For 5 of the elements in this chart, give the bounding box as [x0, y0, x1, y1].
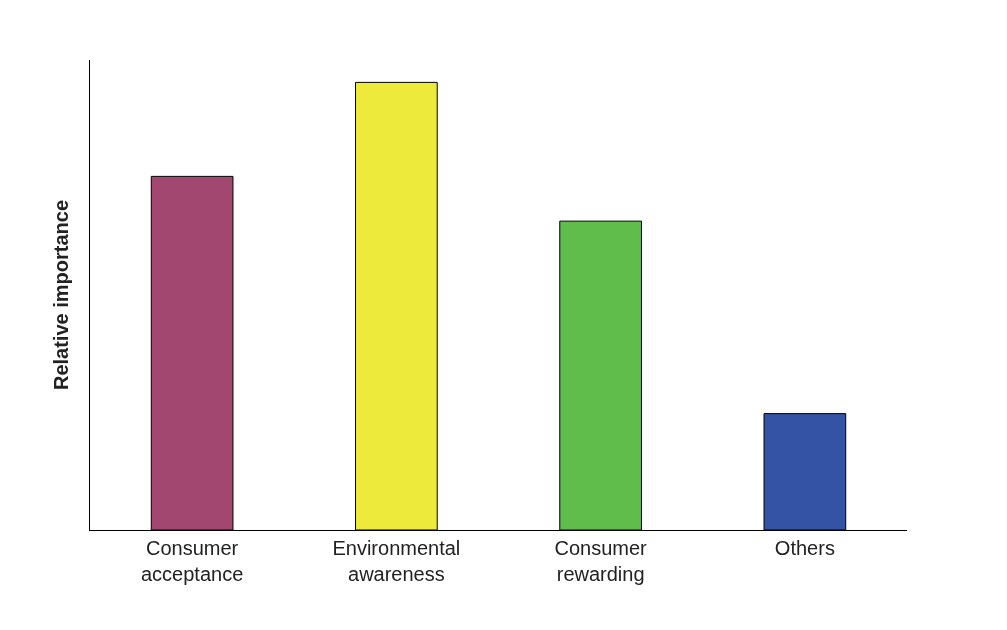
x-tick-label: Consumer rewarding: [554, 537, 648, 585]
x-tick-label: Others: [774, 537, 835, 559]
x-tick-label: Environmental awareness: [332, 537, 461, 585]
y-axis-title: Relative importance: [49, 199, 72, 391]
x-tick-label: Consumer acceptance: [140, 537, 244, 585]
